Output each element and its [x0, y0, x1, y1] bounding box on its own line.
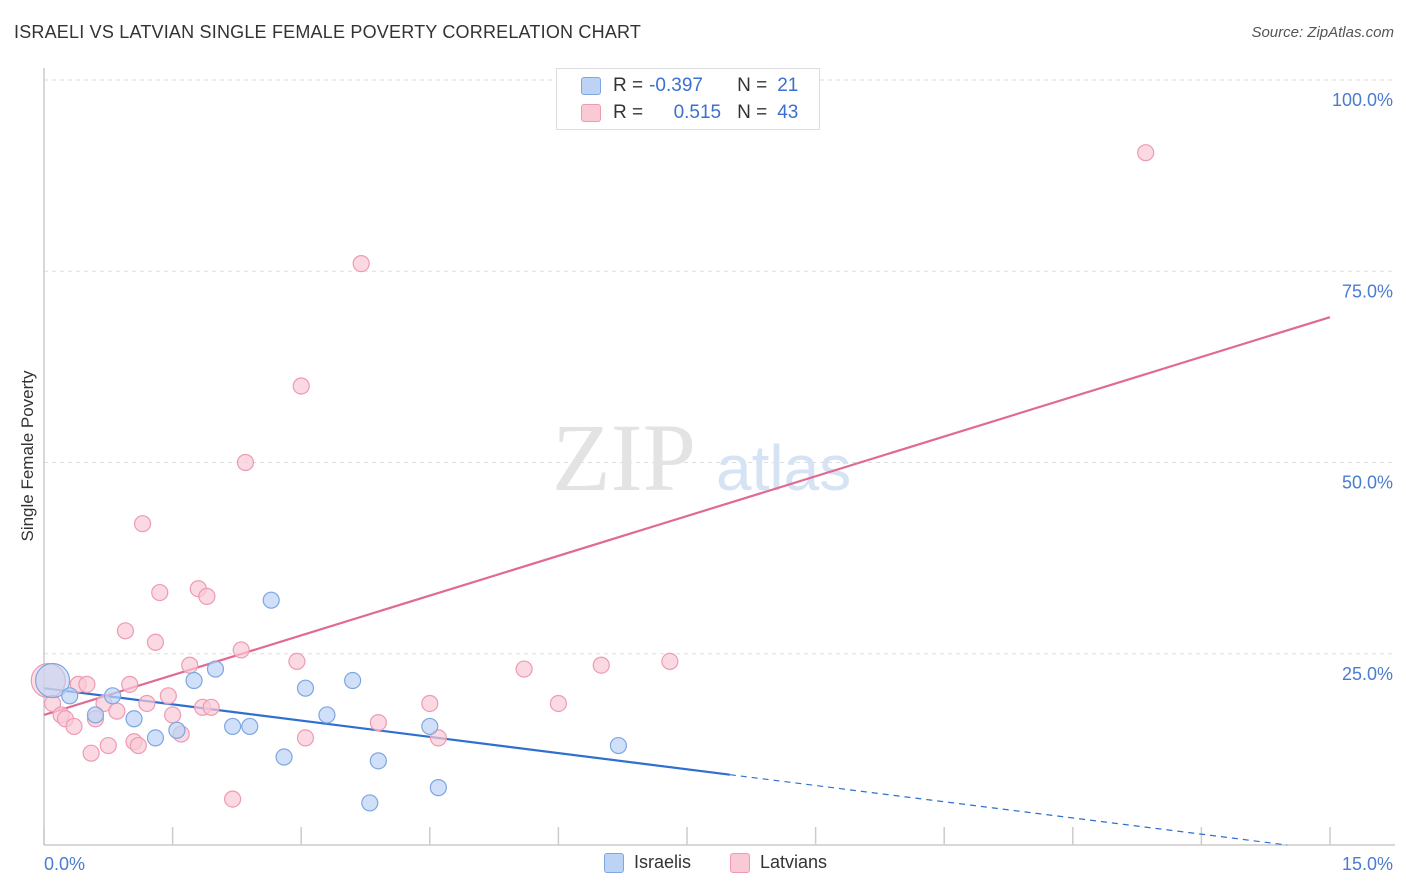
israelis-trend-extension: [729, 774, 1288, 846]
israelis-swatch: [581, 77, 601, 95]
latvians-point-32: [292, 377, 310, 395]
latvians-point-13: [121, 675, 139, 693]
y-tick-label-50: 50.0%: [1342, 473, 1393, 493]
israelis-point-13: [296, 679, 315, 697]
israelis-point-9: [224, 717, 242, 736]
israelis-point-4: [125, 710, 143, 728]
israelis-point-3: [103, 687, 122, 705]
israelis-point-11: [262, 591, 280, 609]
watermark-zip: ZIP: [552, 404, 696, 511]
data-points: [30, 144, 1155, 812]
latvians-point-31: [288, 652, 306, 671]
latvians-point-11: [108, 702, 126, 720]
latvians-point-27: [202, 698, 220, 716]
latvians-point-35: [369, 713, 387, 732]
latvians-point-20: [159, 687, 177, 705]
israelis-legend-label: Israelis: [634, 852, 692, 872]
bottom-legend-latvians: Latvians: [730, 852, 827, 873]
israelis-point-14: [318, 706, 336, 724]
latvians-point-26: [198, 587, 216, 605]
israelis-n-value: 21: [777, 75, 799, 96]
latvians-point-7: [82, 744, 100, 762]
trend-lines: [43, 316, 1331, 846]
latvians-point-41: [661, 652, 679, 671]
source-label: Source: ZipAtlas.com: [1251, 24, 1394, 41]
y-tick-label-25: 25.0%: [1342, 664, 1393, 684]
israelis-point-0: [34, 662, 71, 699]
israelis-point-10: [241, 717, 259, 736]
latvians-trend-line: [43, 316, 1331, 717]
latvians-point-39: [549, 694, 568, 713]
legend-row-israelis: R = -0.397 N = 21: [581, 73, 798, 99]
latvians-point-37: [429, 729, 447, 747]
israelis-r-label: R =: [613, 75, 644, 96]
latvians-point-15: [129, 736, 147, 755]
x-tick-label-1: 15.0%: [1342, 854, 1393, 874]
latvians-point-19: [151, 583, 169, 602]
latvians-point-10: [99, 736, 117, 755]
israelis-r-value: -0.397: [649, 75, 703, 96]
bottom-legend-israelis: Israelis: [604, 852, 691, 873]
israelis-trend-line: [43, 687, 731, 776]
latvians-point-18: [146, 633, 165, 651]
gridlines: [44, 79, 1395, 655]
axes: [43, 68, 1395, 846]
latvians-point-42: [1137, 144, 1155, 162]
israelis-point-6: [168, 721, 186, 739]
latvians-point-4: [65, 717, 83, 736]
latvians-n-value: 43: [777, 102, 799, 123]
latvians-point-28: [224, 790, 242, 808]
y-tick-label-75: 75.0%: [1342, 281, 1393, 301]
latvians-point-17: [138, 694, 156, 713]
tick-labels: 25.0% 50.0% 75.0% 100.0% 0.0% 15.0%: [44, 90, 1393, 874]
latvians-point-36: [421, 694, 439, 713]
israelis-point-5: [146, 729, 165, 747]
israelis-n-label: N =: [737, 75, 768, 96]
latvians-point-40: [592, 656, 610, 674]
correlation-legend: R = -0.397 N = 21 R = 0.515 N = 43: [556, 68, 820, 130]
latvians-point-12: [116, 622, 135, 640]
chart-title: ISRAELI VS LATVIAN SINGLE FEMALE POVERTY…: [14, 22, 642, 42]
latvians-point-33: [296, 729, 315, 747]
y-tick-label-100: 100.0%: [1332, 90, 1393, 110]
latvians-swatch: [581, 104, 601, 122]
israelis-point-18: [421, 717, 439, 736]
latvians-point-21: [164, 706, 182, 724]
legend-row-latvians: R = 0.515 N = 43: [581, 100, 798, 126]
israelis-point-2: [86, 706, 105, 724]
israelis-point-1: [61, 687, 79, 705]
latvians-point-34: [352, 255, 370, 273]
latvians-point-16: [133, 515, 152, 533]
latvians-legend-label: Latvians: [760, 852, 828, 872]
israelis-legend-swatch: [604, 852, 624, 873]
latvians-point-38: [515, 660, 533, 678]
israelis-point-15: [344, 671, 362, 690]
latvians-point-29: [232, 641, 250, 659]
watermark-atlas: atlas: [716, 432, 851, 504]
latvians-point-23: [181, 656, 199, 674]
latvians-r-label: R =: [613, 102, 644, 123]
israelis-point-16: [361, 794, 379, 812]
israelis-point-7: [185, 671, 203, 690]
israelis-point-19: [429, 779, 447, 797]
latvians-point-30: [236, 453, 255, 472]
israelis-point-17: [369, 752, 387, 770]
israelis-point-12: [275, 748, 293, 766]
latvians-point-6: [78, 675, 96, 693]
x-tick-label-0: 0.0%: [44, 854, 85, 874]
latvians-n-label: N =: [737, 102, 768, 123]
israelis-point-8: [206, 660, 225, 678]
israelis-point-20: [609, 736, 628, 755]
watermark: ZIP atlas: [552, 404, 851, 511]
latvians-r-value: 0.515: [673, 102, 722, 123]
latvians-legend-swatch: [730, 852, 750, 873]
